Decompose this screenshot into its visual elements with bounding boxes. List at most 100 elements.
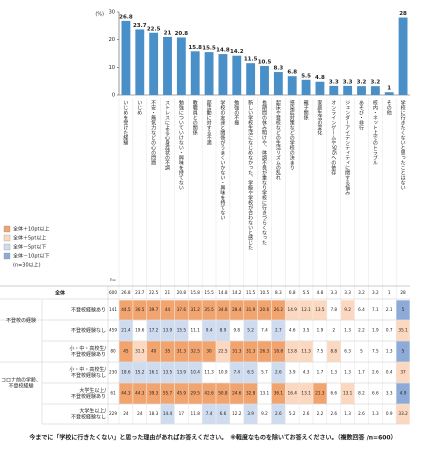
cell-bg <box>202 300 216 320</box>
cell-value: 14.4 <box>163 411 173 416</box>
cell-value: 6.6 <box>372 391 379 396</box>
cell-value: 16.1 <box>149 370 159 375</box>
cell-value: 11.1 <box>191 328 201 333</box>
bar <box>204 52 214 95</box>
cell-bg <box>202 404 216 424</box>
cell-value: 28 <box>400 290 406 295</box>
cell-bg <box>119 320 133 341</box>
cell-bg <box>313 383 327 404</box>
cell-value: 31.2 <box>191 307 201 312</box>
cell-value: 36.5 <box>135 307 145 312</box>
cell-bg <box>202 341 216 362</box>
bar <box>301 79 311 95</box>
cell-value: 9.2 <box>344 307 351 312</box>
value-label: 3.2 <box>370 80 380 86</box>
y-tick-label: 10 <box>109 65 115 71</box>
cell-value: 13.5 <box>315 307 325 312</box>
cell-value: 29.5 <box>191 391 201 396</box>
legend-note: (n=30以上) <box>13 262 41 269</box>
cell-bg <box>271 341 285 362</box>
value-label: 23.7 <box>133 23 147 29</box>
cell-value: 6.3 <box>344 349 351 354</box>
cell-bg <box>133 300 147 320</box>
cell-value: 18.8 <box>274 349 284 354</box>
row-label: 不登校経験あり <box>71 351 106 358</box>
bar <box>246 63 256 95</box>
cell-bg <box>257 341 272 362</box>
y-unit: (%) <box>95 12 104 18</box>
cell-bg <box>396 341 410 362</box>
group-label: 不登校の経験 <box>6 317 36 324</box>
cell-value: 7.5 <box>372 349 379 354</box>
value-label: 6.8 <box>287 70 297 76</box>
cell-value: 3.3 <box>330 290 337 295</box>
n-header: n= <box>110 277 116 282</box>
value-label: 22.5 <box>147 26 161 32</box>
cell-bg <box>313 300 327 320</box>
cell-value: 13.1 <box>343 391 353 396</box>
cell-bg <box>147 320 161 341</box>
cell-bg <box>230 383 244 404</box>
cell-value: 4.9 <box>400 391 407 396</box>
cell-value: 13.8 <box>288 349 298 354</box>
cell-bg <box>119 300 133 320</box>
cell-value: 0.9 <box>386 411 393 416</box>
category-label: ストレスによる心身症状の不調 <box>164 100 170 171</box>
cell-value: 2.2 <box>358 328 365 333</box>
row-n: 600 <box>109 290 117 295</box>
cell-bg <box>188 341 202 362</box>
cell-bg <box>119 341 133 362</box>
cell-value: 3.2 <box>372 290 379 295</box>
cell-value: 13.9 <box>177 370 187 375</box>
cell-value: 2 <box>332 328 335 333</box>
category-label: 長期間の休み明けや、体調不良が重なり学校に行きづらくなった <box>261 100 267 246</box>
cell-value: 22.5 <box>149 290 159 295</box>
cell-bg <box>396 404 410 424</box>
cell-bg <box>271 404 285 424</box>
cell-bg <box>244 300 258 320</box>
row-label: 不登校経験あり <box>71 393 106 400</box>
cell-value: 3.3 <box>386 391 393 396</box>
row-n: 229 <box>109 411 117 416</box>
value-label: 3.3 <box>343 79 353 85</box>
cell-value: 34.8 <box>218 307 228 312</box>
cell-value: 20.6 <box>260 307 270 312</box>
cell-value: 7.4 <box>233 370 240 375</box>
cell-bg <box>216 383 230 404</box>
bar <box>135 29 145 95</box>
bar <box>287 76 297 95</box>
cell-value: 15.2 <box>135 370 145 375</box>
cell-value: 7.1 <box>372 307 379 312</box>
cell-value: 21.4 <box>121 328 131 333</box>
cell-bg <box>160 383 175 404</box>
row-n: 141 <box>109 307 117 312</box>
value-label: 5.5 <box>301 73 311 79</box>
category-label: いじめ <box>136 100 142 115</box>
category-label: 勉強の不振 <box>233 99 239 126</box>
bar <box>121 20 131 95</box>
cell-value: 8.3 <box>275 290 282 295</box>
cell-bg <box>230 362 244 383</box>
cell-value: 12.2 <box>232 411 242 416</box>
cell-value: 3.9 <box>289 370 296 375</box>
y-tick-label: 20 <box>109 37 115 43</box>
cell-bg <box>202 383 216 404</box>
cell-value: 16.4 <box>288 391 298 396</box>
legend-label: 全体－10pt以下 <box>13 253 50 260</box>
cell-value: 33.2 <box>398 411 408 416</box>
cell-bg <box>147 362 161 383</box>
cell-value: 2.6 <box>275 411 282 416</box>
cell-bg <box>160 300 175 320</box>
cell-value: 1.9 <box>372 328 379 333</box>
category-label: 感染症対策などの学校の決まり <box>289 99 295 171</box>
cell-value: 36.1 <box>274 391 284 396</box>
cell-bg <box>160 341 175 362</box>
cell-bg <box>202 320 216 341</box>
legend-label: 全体＋5pt以上 <box>13 235 46 242</box>
cell-value: 3.2 <box>358 290 365 295</box>
row-label: 不登校経験なし <box>71 327 106 334</box>
cell-value: 10.4 <box>191 370 201 375</box>
cell-bg <box>216 341 230 362</box>
cell-value: 55.7 <box>163 391 173 396</box>
cell-value: 2.1 <box>386 307 393 312</box>
